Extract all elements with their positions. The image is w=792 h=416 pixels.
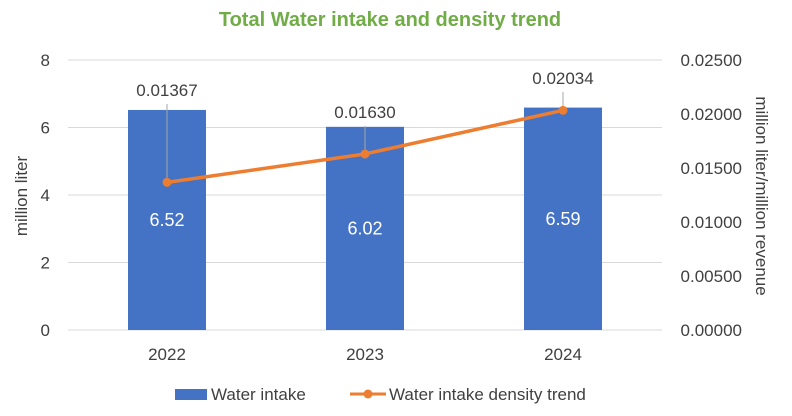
left-tick-label: 2 xyxy=(41,254,50,273)
left-tick-label: 8 xyxy=(41,51,50,70)
right-tick-label: 0.02000 xyxy=(681,105,742,124)
legend-bar-swatch xyxy=(175,389,207,400)
bar-data-label: 6.52 xyxy=(149,210,184,230)
legend: Water intake Water intake density trend xyxy=(175,385,586,404)
bar-series: 6.52 6.02 6.59 xyxy=(128,107,602,331)
left-tick-label: 6 xyxy=(41,119,50,138)
line-data-label: 0.01367 xyxy=(136,81,197,100)
right-axis-ticks: 0.00000 0.00500 0.01000 0.01500 0.02000 0.025… xyxy=(681,51,742,340)
left-axis-ticks: 0 2 4 6 8 xyxy=(41,51,50,340)
bar xyxy=(326,126,404,330)
legend-line-marker xyxy=(363,389,373,399)
right-tick-label: 0.01500 xyxy=(681,159,742,178)
chart-title: Total Water intake and density trend xyxy=(219,9,561,31)
right-axis-title: million liter/million revenue xyxy=(752,96,771,295)
line-point xyxy=(162,177,172,187)
bar-data-label: 6.02 xyxy=(347,218,382,238)
bar-data-label: 6.59 xyxy=(545,209,580,229)
right-tick-label: 0.00500 xyxy=(681,267,742,286)
right-tick-label: 0.00000 xyxy=(681,321,742,340)
x-tick-label: 2022 xyxy=(148,345,186,364)
line-point xyxy=(558,105,568,115)
line-data-label: 0.01630 xyxy=(334,103,395,122)
legend-bar-label: Water intake xyxy=(211,385,306,404)
x-tick-label: 2023 xyxy=(346,345,384,364)
line-data-label: 0.02034 xyxy=(532,69,593,88)
bar xyxy=(524,107,602,331)
legend-line-label: Water intake density trend xyxy=(389,385,586,404)
left-tick-label: 4 xyxy=(41,186,50,205)
line-series: 0.01367 0.01630 0.02034 xyxy=(136,69,594,187)
right-tick-label: 0.02500 xyxy=(681,51,742,70)
left-axis-title: million liter xyxy=(12,156,31,237)
x-tick-label: 2024 xyxy=(544,345,582,364)
left-tick-label: 0 xyxy=(41,321,50,340)
x-axis-ticks: 2022 2023 2024 xyxy=(148,345,582,364)
line-point xyxy=(360,149,370,159)
right-tick-label: 0.01000 xyxy=(681,213,742,232)
leader-lines xyxy=(166,92,564,179)
